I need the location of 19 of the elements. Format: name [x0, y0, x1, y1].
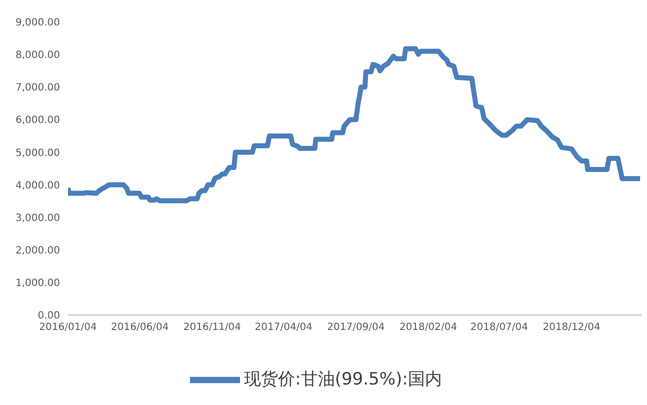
x-tick-label: 2018/02/04 — [399, 322, 458, 334]
y-tick-label: 5,000.00 — [15, 148, 60, 159]
y-tick-label: 7,000.00 — [15, 82, 60, 94]
y-tick-label: 4,000.00 — [15, 180, 60, 192]
legend-label: 现货价:甘油(99.5%):国内 — [244, 370, 442, 390]
y-tick-label: 1,000.00 — [15, 278, 60, 289]
x-tick-label: 2017/09/04 — [327, 322, 385, 334]
x-tick-label: 2018/07/04 — [470, 322, 528, 334]
x-tick-label: 2016/11/04 — [183, 322, 242, 334]
y-tick-label: 2,000.00 — [15, 245, 60, 256]
y-tick-label: 9,000.00 — [15, 18, 60, 29]
x-tick-label: 2017/04/04 — [254, 322, 312, 334]
x-tick-label: 2018/12/04 — [542, 322, 600, 334]
x-tick-label: 2016/06/04 — [111, 322, 169, 334]
y-tick-label: 0.00 — [38, 310, 60, 322]
x-tick-label: 2016/01/04 — [39, 322, 97, 334]
y-tick-label: 3,000.00 — [15, 212, 60, 224]
y-tick-label: 6,000.00 — [15, 115, 60, 126]
y-tick-label: 8,000.00 — [15, 50, 60, 62]
